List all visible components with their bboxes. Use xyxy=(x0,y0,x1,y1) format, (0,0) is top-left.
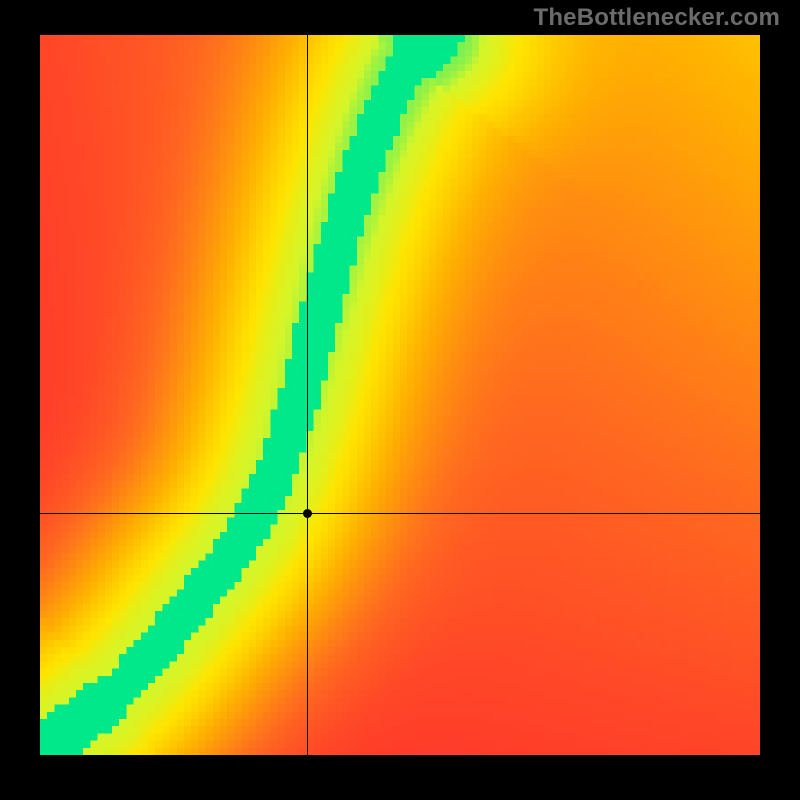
crosshair-vertical xyxy=(307,35,308,755)
chart-stage: { "watermark": { "text": "TheBottlenecke… xyxy=(0,0,800,800)
bottleneck-heatmap xyxy=(40,35,760,755)
watermark-text: TheBottlenecker.com xyxy=(533,4,780,32)
crosshair-horizontal xyxy=(40,513,760,514)
